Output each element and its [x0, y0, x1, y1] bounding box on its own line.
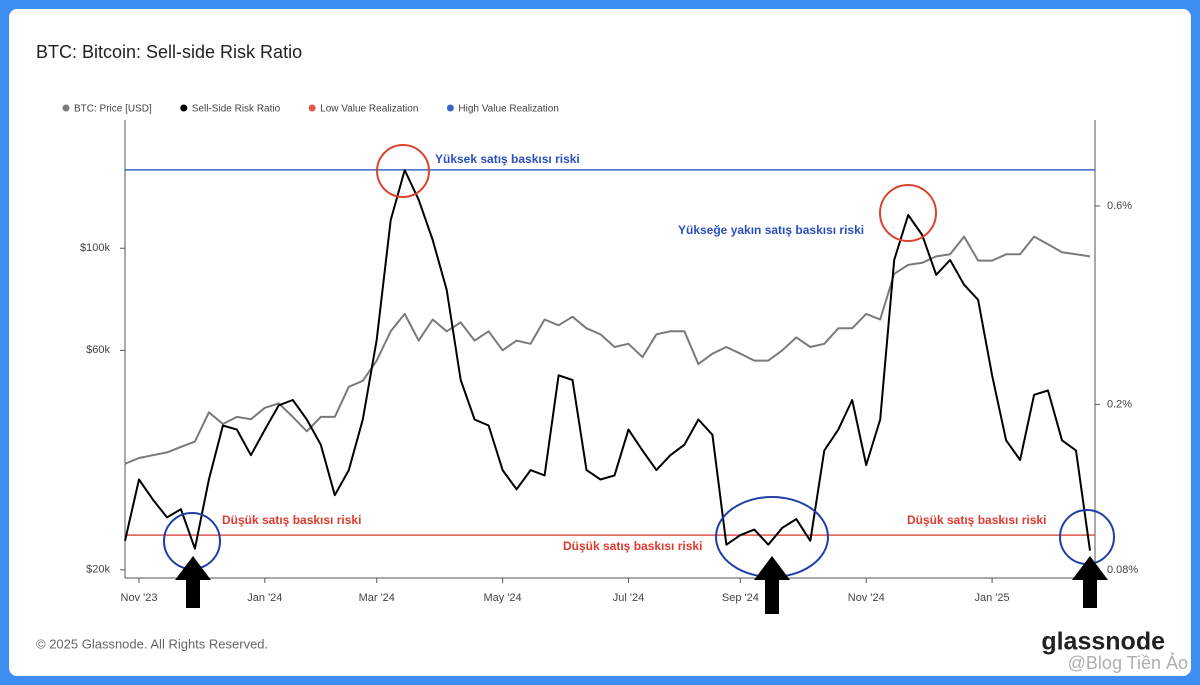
highlight-circle [879, 184, 937, 242]
annotation: Düşük satış baskısı riski [222, 513, 361, 527]
annotation: Düşük satış baskısı riski [563, 539, 702, 553]
logo: glassnode [1041, 628, 1165, 656]
x-tick-label: Jul '24 [613, 592, 644, 604]
arrow [175, 556, 211, 608]
series-line [124, 235, 1091, 465]
legend-marker [308, 104, 316, 112]
y2-tick-label: 0.2% [1107, 398, 1132, 410]
legend-marker [180, 104, 188, 112]
y-tick-label: $20k [86, 564, 110, 576]
x-tick-label: Nov '24 [848, 592, 885, 604]
x-tick-label: Jan '24 [247, 592, 282, 604]
arrow [754, 556, 790, 614]
footer: © 2025 Glassnode. All Rights Reserved. [36, 636, 268, 651]
watermark: @Blog Tiền Ảo [1068, 652, 1188, 673]
legend-label: BTC: Price [USD] [74, 104, 152, 115]
chart-title: BTC: Bitcoin: Sell-side Risk Ratio [36, 42, 302, 62]
arrows [175, 556, 1108, 614]
panel [9, 9, 1191, 676]
x-tick-label: Nov '23 [121, 592, 158, 604]
x-tick-label: May '24 [484, 592, 522, 604]
x-tick-label: Jan '25 [975, 592, 1010, 604]
annotation: Yüksek satış baskısı riski [435, 152, 580, 166]
y-tick-label: $60k [86, 344, 110, 356]
x-tick-label: Mar '24 [359, 592, 395, 604]
y2-tick-label: 0.6% [1107, 200, 1132, 212]
annotation: Yükseğe yakın satış baskısı riski [678, 223, 864, 237]
legend-label: Low Value Realization [320, 104, 418, 115]
annotation: Düşük satış baskısı riski [907, 513, 1046, 527]
y2-tick-label: 0.08% [1107, 564, 1138, 576]
plot: $20k $60k $100k 0.08% 0.2% 0.6% Nov '23 Jan '24… [80, 169, 1138, 604]
x-tick-label: Sep '24 [722, 592, 759, 604]
highlight-circle [376, 144, 430, 198]
legend-marker [446, 104, 454, 112]
legend-label: Sell-Side Risk Ratio [192, 104, 281, 115]
arrow [1072, 556, 1108, 608]
series-line [124, 169, 1091, 551]
y-tick-label: $100k [80, 242, 110, 254]
legend-marker [62, 104, 70, 112]
legend-label: High Value Realization [458, 104, 558, 115]
highlights [163, 144, 1115, 578]
